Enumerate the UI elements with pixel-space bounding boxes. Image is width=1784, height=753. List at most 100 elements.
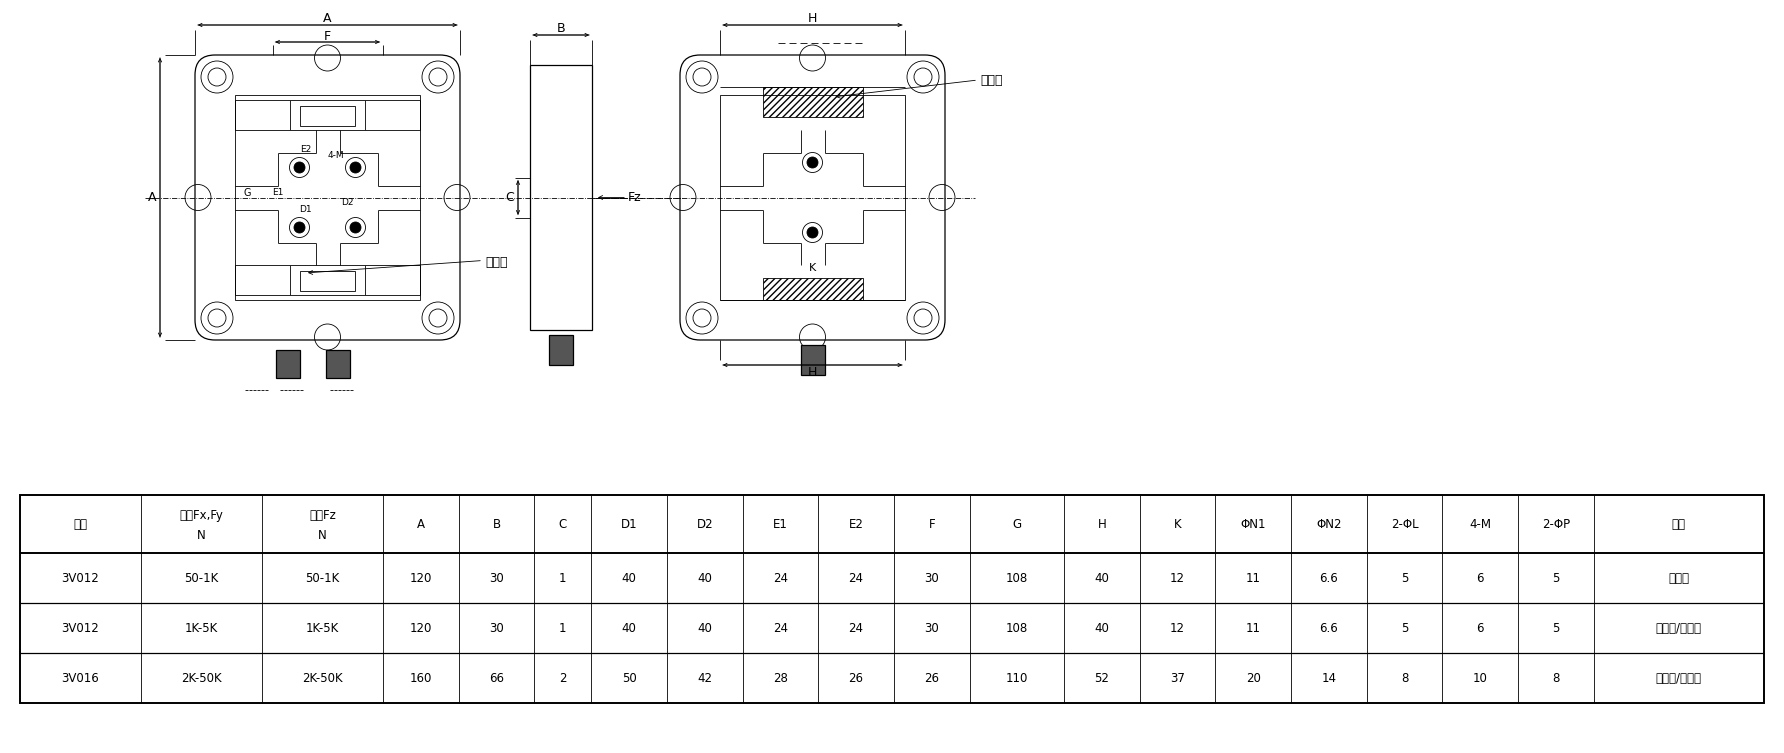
- Bar: [300, 271, 355, 291]
- Text: 量程Fz: 量程Fz: [309, 509, 335, 522]
- Text: F: F: [325, 29, 332, 42]
- Circle shape: [350, 162, 360, 173]
- Text: 37: 37: [1170, 672, 1185, 684]
- Text: 铝合金/不锈钢: 铝合金/不锈钢: [1656, 621, 1702, 635]
- Text: 6.6: 6.6: [1320, 621, 1338, 635]
- Text: H: H: [808, 365, 817, 379]
- Text: 合金钢/不锈钢: 合金钢/不锈钢: [1656, 672, 1702, 684]
- Text: 5: 5: [1552, 621, 1559, 635]
- Text: 3V016: 3V016: [62, 672, 100, 684]
- Text: D1: D1: [621, 517, 637, 531]
- Text: 120: 120: [410, 572, 432, 584]
- Text: H: H: [1097, 517, 1106, 531]
- Text: E2: E2: [849, 517, 863, 531]
- Text: C: C: [558, 517, 567, 531]
- Text: 108: 108: [1006, 572, 1028, 584]
- Text: 40: 40: [621, 621, 637, 635]
- Bar: [721, 95, 904, 300]
- Text: A: A: [148, 191, 157, 204]
- Text: A: A: [323, 11, 332, 25]
- Text: 2-ΦP: 2-ΦP: [1541, 517, 1570, 531]
- Text: ΦN2: ΦN2: [1317, 517, 1342, 531]
- Text: 5: 5: [1552, 572, 1559, 584]
- Circle shape: [294, 222, 305, 233]
- Text: D2: D2: [696, 517, 714, 531]
- Text: 26: 26: [849, 672, 863, 684]
- Text: ΦN1: ΦN1: [1240, 517, 1267, 531]
- Text: B: B: [492, 517, 501, 531]
- Text: 4-M: 4-M: [326, 151, 344, 160]
- Text: 52: 52: [1095, 672, 1110, 684]
- Text: N: N: [198, 529, 205, 542]
- Bar: [801, 345, 824, 375]
- Text: 12: 12: [1170, 572, 1185, 584]
- Text: 26: 26: [924, 672, 938, 684]
- Text: 28: 28: [772, 672, 789, 684]
- Text: 1K-5K: 1K-5K: [307, 621, 339, 635]
- Text: 6: 6: [1477, 572, 1484, 584]
- Text: 量程Fx,Fy: 量程Fx,Fy: [180, 509, 223, 522]
- Text: 2K-50K: 2K-50K: [182, 672, 221, 684]
- Text: 11: 11: [1245, 572, 1261, 584]
- Text: 2: 2: [558, 672, 567, 684]
- Circle shape: [294, 162, 305, 173]
- Text: K: K: [808, 263, 815, 273]
- Text: 24: 24: [772, 572, 789, 584]
- Text: 1: 1: [558, 572, 567, 584]
- Bar: [325, 350, 350, 378]
- Text: 8: 8: [1400, 672, 1408, 684]
- Text: 2K-50K: 2K-50K: [301, 672, 343, 684]
- Text: 3V012: 3V012: [62, 572, 100, 584]
- Text: N: N: [318, 529, 326, 542]
- Bar: [549, 335, 573, 365]
- Text: 铝合金: 铝合金: [1668, 572, 1689, 584]
- Text: 24: 24: [772, 621, 789, 635]
- Bar: [275, 350, 300, 378]
- Circle shape: [806, 157, 819, 168]
- Text: 20: 20: [1245, 672, 1261, 684]
- Text: E1: E1: [271, 188, 284, 197]
- Text: 6: 6: [1477, 621, 1484, 635]
- Text: G: G: [243, 187, 252, 197]
- Text: 4-M: 4-M: [1470, 517, 1491, 531]
- Text: 40: 40: [698, 621, 712, 635]
- Text: 30: 30: [924, 572, 938, 584]
- Text: 24: 24: [849, 621, 863, 635]
- Text: D1: D1: [300, 205, 312, 214]
- Text: 110: 110: [1006, 672, 1028, 684]
- Circle shape: [806, 227, 819, 238]
- Text: 5: 5: [1400, 621, 1408, 635]
- Text: 14: 14: [1322, 672, 1336, 684]
- Bar: [762, 278, 862, 300]
- Text: 材质: 材质: [1672, 517, 1686, 531]
- Text: Fz: Fz: [628, 191, 642, 204]
- Text: 30: 30: [924, 621, 938, 635]
- Text: 5: 5: [1400, 572, 1408, 584]
- Text: 承压面: 承压面: [979, 74, 1003, 87]
- Bar: [235, 95, 419, 300]
- Text: F: F: [928, 517, 935, 531]
- Text: C: C: [505, 191, 514, 204]
- Text: 30: 30: [489, 572, 505, 584]
- Bar: [291, 100, 366, 130]
- Text: 108: 108: [1006, 621, 1028, 635]
- Text: 3V012: 3V012: [62, 621, 100, 635]
- Text: 24: 24: [849, 572, 863, 584]
- Text: 8: 8: [1552, 672, 1559, 684]
- Text: 型号: 型号: [73, 517, 87, 531]
- Text: K: K: [1174, 517, 1181, 531]
- Bar: [300, 106, 355, 126]
- Text: D2: D2: [341, 198, 353, 207]
- Text: E1: E1: [772, 517, 789, 531]
- Text: 12: 12: [1170, 621, 1185, 635]
- Circle shape: [350, 222, 360, 233]
- Text: G: G: [1012, 517, 1022, 531]
- Text: 2-ΦL: 2-ΦL: [1392, 517, 1418, 531]
- Text: 10: 10: [1474, 672, 1488, 684]
- Text: 66: 66: [489, 672, 505, 684]
- Text: 40: 40: [1095, 572, 1110, 584]
- Text: E2: E2: [300, 145, 310, 154]
- Text: 6.6: 6.6: [1320, 572, 1338, 584]
- Text: 1K-5K: 1K-5K: [186, 621, 218, 635]
- Text: 50: 50: [621, 672, 637, 684]
